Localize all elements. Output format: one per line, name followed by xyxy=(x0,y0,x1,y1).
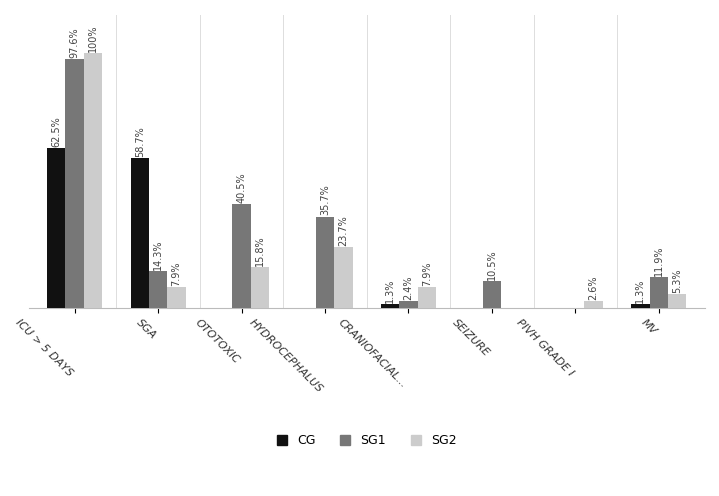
Text: 23.7%: 23.7% xyxy=(339,215,348,246)
Text: 97.6%: 97.6% xyxy=(70,27,80,58)
Text: 100%: 100% xyxy=(88,24,98,52)
Bar xyxy=(668,294,686,308)
Bar xyxy=(316,217,334,308)
Text: 35.7%: 35.7% xyxy=(320,185,330,215)
Text: 7.9%: 7.9% xyxy=(171,262,181,286)
Text: 58.7%: 58.7% xyxy=(134,126,145,157)
Text: 40.5%: 40.5% xyxy=(237,173,247,203)
Bar xyxy=(232,204,251,308)
Bar xyxy=(131,158,149,308)
Bar xyxy=(84,53,102,308)
Bar xyxy=(585,301,603,308)
Bar xyxy=(418,287,436,308)
Text: 2.4%: 2.4% xyxy=(403,276,413,300)
Bar xyxy=(251,267,269,308)
Bar xyxy=(168,287,186,308)
Bar xyxy=(381,304,399,308)
Text: 1.3%: 1.3% xyxy=(385,279,395,303)
Legend: CG, SG1, SG2: CG, SG1, SG2 xyxy=(270,428,463,453)
Text: 14.3%: 14.3% xyxy=(153,240,163,270)
Text: 11.9%: 11.9% xyxy=(654,246,664,276)
Bar xyxy=(65,59,84,308)
Text: 1.3%: 1.3% xyxy=(636,279,646,303)
Bar xyxy=(47,148,65,308)
Bar xyxy=(334,247,352,308)
Text: 2.6%: 2.6% xyxy=(589,275,599,300)
Text: 62.5%: 62.5% xyxy=(51,117,61,147)
Bar xyxy=(649,277,668,308)
Text: 15.8%: 15.8% xyxy=(255,236,265,266)
Bar xyxy=(149,271,168,308)
Bar xyxy=(482,281,501,308)
Text: 10.5%: 10.5% xyxy=(487,249,497,280)
Bar xyxy=(631,304,649,308)
Text: 5.3%: 5.3% xyxy=(672,268,682,293)
Text: 7.9%: 7.9% xyxy=(422,262,432,286)
Bar xyxy=(399,302,418,308)
